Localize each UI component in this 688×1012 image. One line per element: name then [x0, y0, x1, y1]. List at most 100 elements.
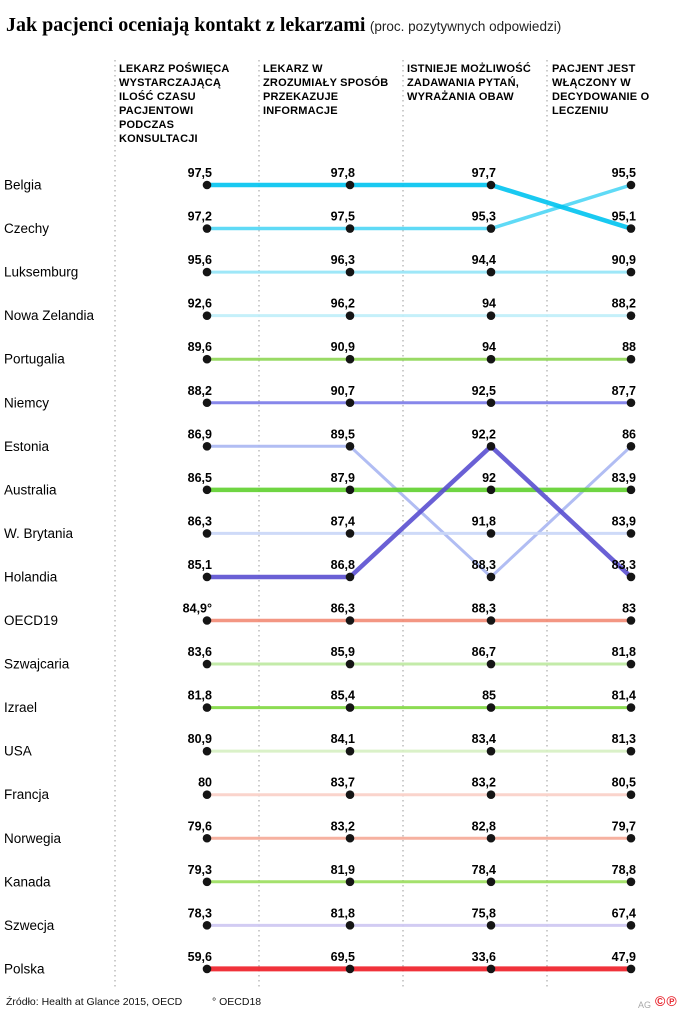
data-point [345, 572, 355, 582]
value-label: 83,4 [472, 732, 496, 746]
data-point [345, 703, 355, 712]
column-header-questions: ISTNIEJE MOŻLIWOŚĆ ZADAWANIA PYTAŃ, WYRA… [407, 63, 531, 104]
value-label: 92 [482, 471, 496, 485]
country-label: OECD19 [4, 613, 58, 628]
country-label: Czechy [4, 221, 49, 236]
data-point [486, 529, 496, 538]
data-point [345, 267, 355, 277]
data-point [345, 659, 355, 669]
value-label: 80,5 [612, 776, 636, 790]
value-label: 59,6 [188, 950, 212, 964]
data-point [202, 311, 212, 320]
value-label: 87,4 [331, 514, 355, 528]
data-point [202, 790, 212, 799]
data-point [202, 224, 212, 233]
data-point [345, 224, 355, 233]
data-point [626, 746, 636, 756]
data-point [486, 746, 496, 756]
data-point [486, 964, 496, 974]
value-label: 97,8 [331, 166, 355, 180]
country-label: Norwegia [4, 831, 62, 846]
data-point [626, 877, 636, 887]
data-point [626, 354, 636, 364]
value-label: 87,9 [331, 471, 355, 485]
value-label: 94 [482, 340, 496, 354]
author-credit: AG [638, 1000, 652, 1010]
source-note: Źródło: Health at Glance 2015, OECD [6, 996, 183, 1008]
country-label: Izrael [4, 700, 37, 715]
value-label: 83,2 [331, 819, 355, 833]
data-point [626, 485, 636, 495]
data-point [202, 398, 212, 408]
value-label: 92,5 [472, 384, 496, 398]
value-label: 81,9 [331, 863, 355, 877]
value-label: 92,6 [188, 297, 212, 311]
value-label: 84,1 [331, 732, 355, 746]
data-point [486, 485, 496, 495]
value-label: 97,2 [188, 210, 212, 224]
page-subtitle: (proc. pozytywnych odpowiedzi) [369, 19, 562, 34]
data-point [202, 833, 212, 843]
data-point [626, 964, 636, 974]
value-label: 81,8 [331, 906, 355, 920]
country-label: Francja [4, 787, 50, 802]
data-point [626, 790, 636, 799]
data-point [626, 659, 636, 669]
page-title: Jak pacjenci oceniają kontakt z lekarzam… [6, 14, 366, 36]
value-label: 86 [622, 427, 636, 441]
data-point [486, 354, 496, 364]
value-label: 95,6 [188, 253, 212, 267]
value-label: 92,2 [472, 427, 496, 441]
data-point [345, 964, 355, 974]
country-label: Kanada [4, 874, 51, 889]
data-point [345, 790, 355, 799]
data-point [345, 311, 355, 320]
value-label: 88,2 [612, 297, 636, 311]
data-point [202, 529, 212, 538]
value-label: 81,8 [188, 689, 212, 703]
country-label: Niemcy [4, 395, 49, 410]
country-label: Australia [4, 482, 57, 497]
data-point [345, 485, 355, 495]
value-label: 96,3 [331, 253, 355, 267]
value-label: 90,9 [331, 340, 355, 354]
column-header-decisions: PACJENT JEST WŁĄCZONY W DECYDOWANIE O LE… [552, 63, 650, 118]
country-label: W. Brytania [4, 526, 74, 541]
country-label: Szwajcaria [4, 657, 70, 672]
data-point [626, 180, 636, 190]
data-point [345, 354, 355, 364]
data-point [486, 833, 496, 843]
value-label: 83,2 [472, 776, 496, 790]
data-point [202, 616, 212, 625]
value-label: 84,9° [183, 602, 212, 616]
data-point [202, 485, 212, 495]
country-label: Holandia [4, 569, 58, 584]
value-label: 86,3 [331, 602, 355, 616]
value-label: 95,3 [472, 210, 496, 224]
value-label: 47,9 [612, 950, 636, 964]
data-point [626, 442, 636, 451]
data-point [486, 790, 496, 799]
data-point [626, 833, 636, 843]
data-point [202, 354, 212, 364]
value-label: 69,5 [331, 950, 355, 964]
data-point [345, 529, 355, 538]
value-label: 88 [622, 340, 636, 354]
copyright-icons: ©℗ [655, 993, 678, 1009]
data-point [626, 616, 636, 625]
data-point [202, 659, 212, 669]
value-label: 86,9 [188, 427, 212, 441]
data-point [345, 616, 355, 625]
value-label: 85,4 [331, 689, 355, 703]
value-label: 81,4 [612, 689, 636, 703]
data-point [626, 572, 636, 582]
column-header-information: LEKARZ W ZROZUMIAŁY SPOSÓB PRZEKAZUJE IN… [263, 63, 389, 118]
data-point [202, 180, 212, 190]
data-point [202, 921, 212, 930]
value-label: 87,7 [612, 384, 636, 398]
data-point [202, 964, 212, 974]
data-point [486, 311, 496, 320]
data-point [202, 442, 212, 451]
value-label: 78,8 [612, 863, 636, 877]
